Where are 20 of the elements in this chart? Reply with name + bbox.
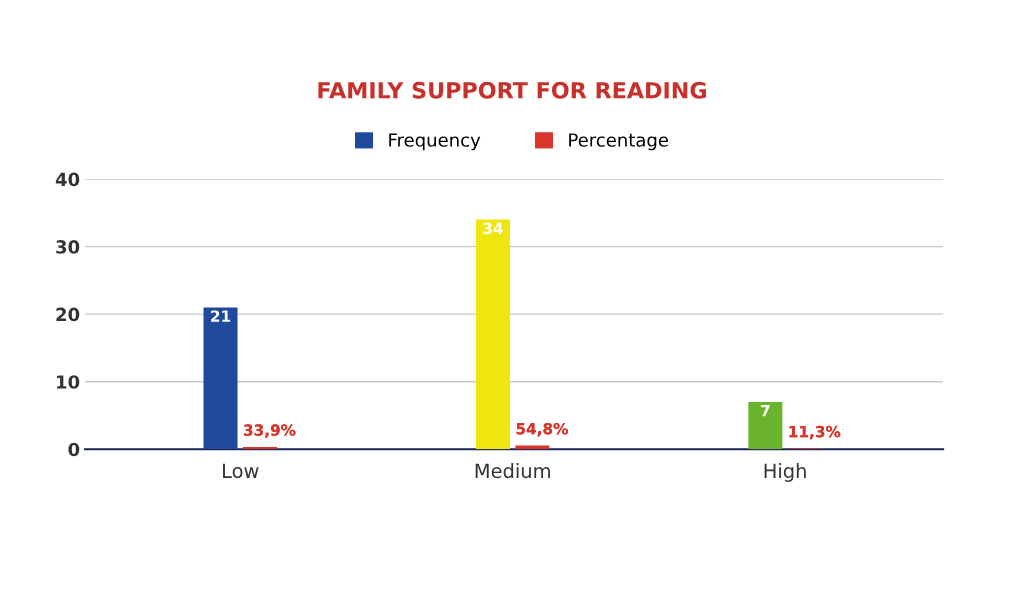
x-tick-label: High [764,463,806,482]
chart-title: FAMILY SUPPORT FOR READING [318,81,706,99]
y-tick-label: 40 [55,172,80,187]
y-tick-label: 10 [57,375,80,389]
bar [475,219,510,450]
y-tick-label: 30 [56,240,80,254]
data-label: 11,3% [789,425,841,440]
bar [203,307,238,450]
data-label: 7 [761,405,770,417]
y-tick-label: 0 [68,442,80,457]
legend-label: Percentage [569,133,669,151]
data-label: 34 [483,222,503,235]
x-tick-label: Medium [475,463,550,479]
data-label: 54,8% [516,422,568,437]
x-tick-label: Low [223,463,259,479]
data-label: 21 [211,310,231,322]
legend-label: Frequency [389,133,481,151]
bar [748,401,783,450]
y-tick-label: 20 [56,307,80,322]
data-label: 33,9% [244,424,296,438]
